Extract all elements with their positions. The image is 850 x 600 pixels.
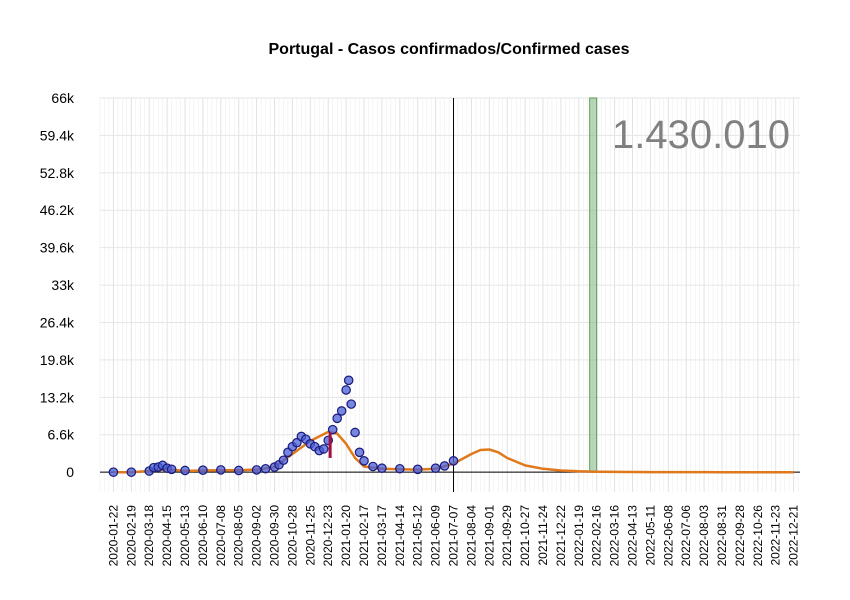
data-point	[332, 413, 342, 424]
x-tick-label: 2021-06-09	[429, 505, 443, 567]
x-tick-label: 2020-08-05	[232, 505, 246, 567]
x-tick-label: 2022-08-03	[697, 505, 711, 567]
data-point	[166, 464, 177, 475]
data-point	[350, 427, 360, 438]
data-point	[108, 467, 119, 477]
x-tick-label: 2020-03-18	[142, 505, 156, 567]
y-tick-label: 13.2k	[40, 389, 75, 405]
data-point	[359, 456, 369, 466]
data-point	[377, 463, 387, 473]
x-tick-label: 2022-05-11	[643, 505, 657, 566]
data-point	[216, 465, 226, 475]
x-tick-label: 2021-09-01	[482, 505, 496, 567]
x-tick-label: 2021-03-17	[375, 505, 389, 567]
y-tick-label: 0	[66, 464, 74, 480]
x-tick-label: 2021-07-07	[447, 505, 461, 567]
y-tick-label: 33k	[51, 277, 75, 293]
y-tick-label: 19.8k	[40, 352, 75, 368]
data-point	[251, 465, 262, 475]
data-point	[343, 375, 354, 386]
data-point	[260, 463, 271, 474]
x-tick-label: 2022-10-26	[751, 505, 765, 567]
data-point	[439, 461, 450, 471]
x-tick-label: 2021-02-17	[357, 505, 371, 567]
x-tick-label: 2022-09-28	[733, 505, 747, 567]
x-tick-label: 2020-09-30	[268, 505, 282, 567]
x-tick-label: 2021-01-20	[339, 505, 353, 567]
y-tick-label: 66k	[51, 90, 75, 106]
x-tick-label: 2020-04-15	[160, 505, 174, 567]
x-tick-label: 2021-12-22	[554, 505, 568, 567]
x-tick-label: 2022-08-31	[715, 505, 729, 567]
x-tick-label: 2020-11-25	[303, 505, 317, 566]
x-tick-label: 2022-11-23	[769, 505, 783, 566]
data-point	[412, 464, 423, 475]
data-point	[180, 465, 190, 476]
x-tick-label: 2022-12-21	[787, 505, 801, 567]
data-point	[448, 456, 459, 466]
x-tick-label: 2021-10-27	[518, 505, 532, 567]
x-tick-label: 2020-05-13	[178, 505, 192, 567]
y-tick-label: 52.8k	[40, 165, 75, 181]
x-tick-label: 2022-04-13	[626, 505, 640, 567]
y-tick-label: 46.2k	[40, 202, 75, 218]
x-tick-label: 2021-11-24	[536, 505, 550, 566]
x-tick-label: 2022-02-16	[590, 505, 604, 567]
chart-title: Portugal - Casos confirmados/Confirmed c…	[269, 41, 630, 58]
data-point	[346, 399, 357, 409]
y-tick-label: 59.4k	[40, 127, 75, 143]
x-tick-label: 2020-09-02	[250, 505, 264, 567]
x-tick-label: 2020-07-08	[214, 505, 228, 567]
x-tick-label: 2020-06-10	[196, 505, 210, 567]
points-layer	[108, 375, 459, 477]
data-point	[327, 424, 338, 435]
data-point	[233, 465, 244, 476]
data-point	[395, 463, 405, 474]
x-tick-label: 2022-07-06	[679, 505, 693, 567]
data-point	[198, 465, 208, 475]
data-point	[336, 406, 347, 416]
y-tick-label: 6.6k	[48, 427, 75, 443]
x-tick-label: 2020-12-23	[321, 505, 335, 567]
grid	[99, 97, 800, 492]
x-tick-label: 2020-10-28	[285, 505, 299, 567]
x-tick-label: 2021-04-14	[393, 505, 407, 567]
data-point	[430, 463, 441, 473]
x-tick-label: 2020-01-22	[106, 505, 120, 567]
y-tick-label: 26.4k	[40, 314, 75, 330]
highlight-band-layer	[589, 97, 598, 473]
x-tick-label: 2020-02-19	[124, 505, 138, 567]
data-point	[318, 444, 329, 454]
data-point	[126, 467, 137, 477]
data-point	[354, 447, 365, 458]
x-tick-label: 2021-09-29	[500, 505, 514, 567]
x-tick-label: 2021-08-04	[464, 505, 478, 567]
x-tick-label: 2022-06-08	[661, 505, 675, 567]
data-point	[341, 385, 351, 395]
x-tick-label: 2022-01-19	[572, 505, 586, 567]
x-tick-label: 2021-05-12	[411, 505, 425, 567]
data-point	[368, 461, 378, 472]
tick-labels: 0 6.6k 13.2k 19.8k 26.4k 33k 39.6k 46.2k 52.8k 59…	[40, 90, 801, 566]
x-tick-label: 2022-03-16	[608, 505, 622, 567]
data-point	[278, 455, 289, 466]
highlight-band	[589, 97, 598, 473]
y-tick-label: 39.6k	[40, 240, 75, 256]
total-cases-label: 1.430.010	[612, 113, 790, 157]
